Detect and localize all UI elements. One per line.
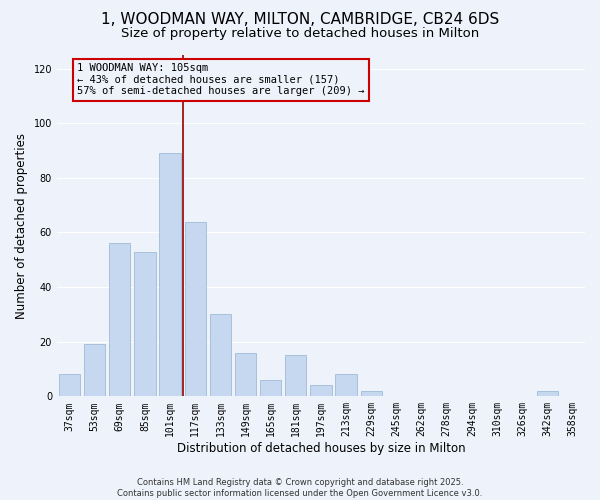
- Bar: [109, 244, 130, 396]
- Bar: [185, 222, 206, 396]
- Text: Size of property relative to detached houses in Milton: Size of property relative to detached ho…: [121, 28, 479, 40]
- Y-axis label: Number of detached properties: Number of detached properties: [15, 132, 28, 318]
- Bar: [160, 154, 181, 396]
- X-axis label: Distribution of detached houses by size in Milton: Distribution of detached houses by size …: [176, 442, 465, 455]
- Bar: [285, 356, 307, 397]
- Bar: [59, 374, 80, 396]
- Text: 1, WOODMAN WAY, MILTON, CAMBRIDGE, CB24 6DS: 1, WOODMAN WAY, MILTON, CAMBRIDGE, CB24 …: [101, 12, 499, 28]
- Bar: [84, 344, 106, 397]
- Bar: [235, 352, 256, 397]
- Bar: [361, 391, 382, 396]
- Bar: [134, 252, 155, 396]
- Bar: [335, 374, 357, 396]
- Text: 1 WOODMAN WAY: 105sqm
← 43% of detached houses are smaller (157)
57% of semi-det: 1 WOODMAN WAY: 105sqm ← 43% of detached …: [77, 63, 365, 96]
- Bar: [536, 391, 558, 396]
- Bar: [310, 386, 332, 396]
- Bar: [260, 380, 281, 396]
- Text: Contains HM Land Registry data © Crown copyright and database right 2025.
Contai: Contains HM Land Registry data © Crown c…: [118, 478, 482, 498]
- Bar: [209, 314, 231, 396]
